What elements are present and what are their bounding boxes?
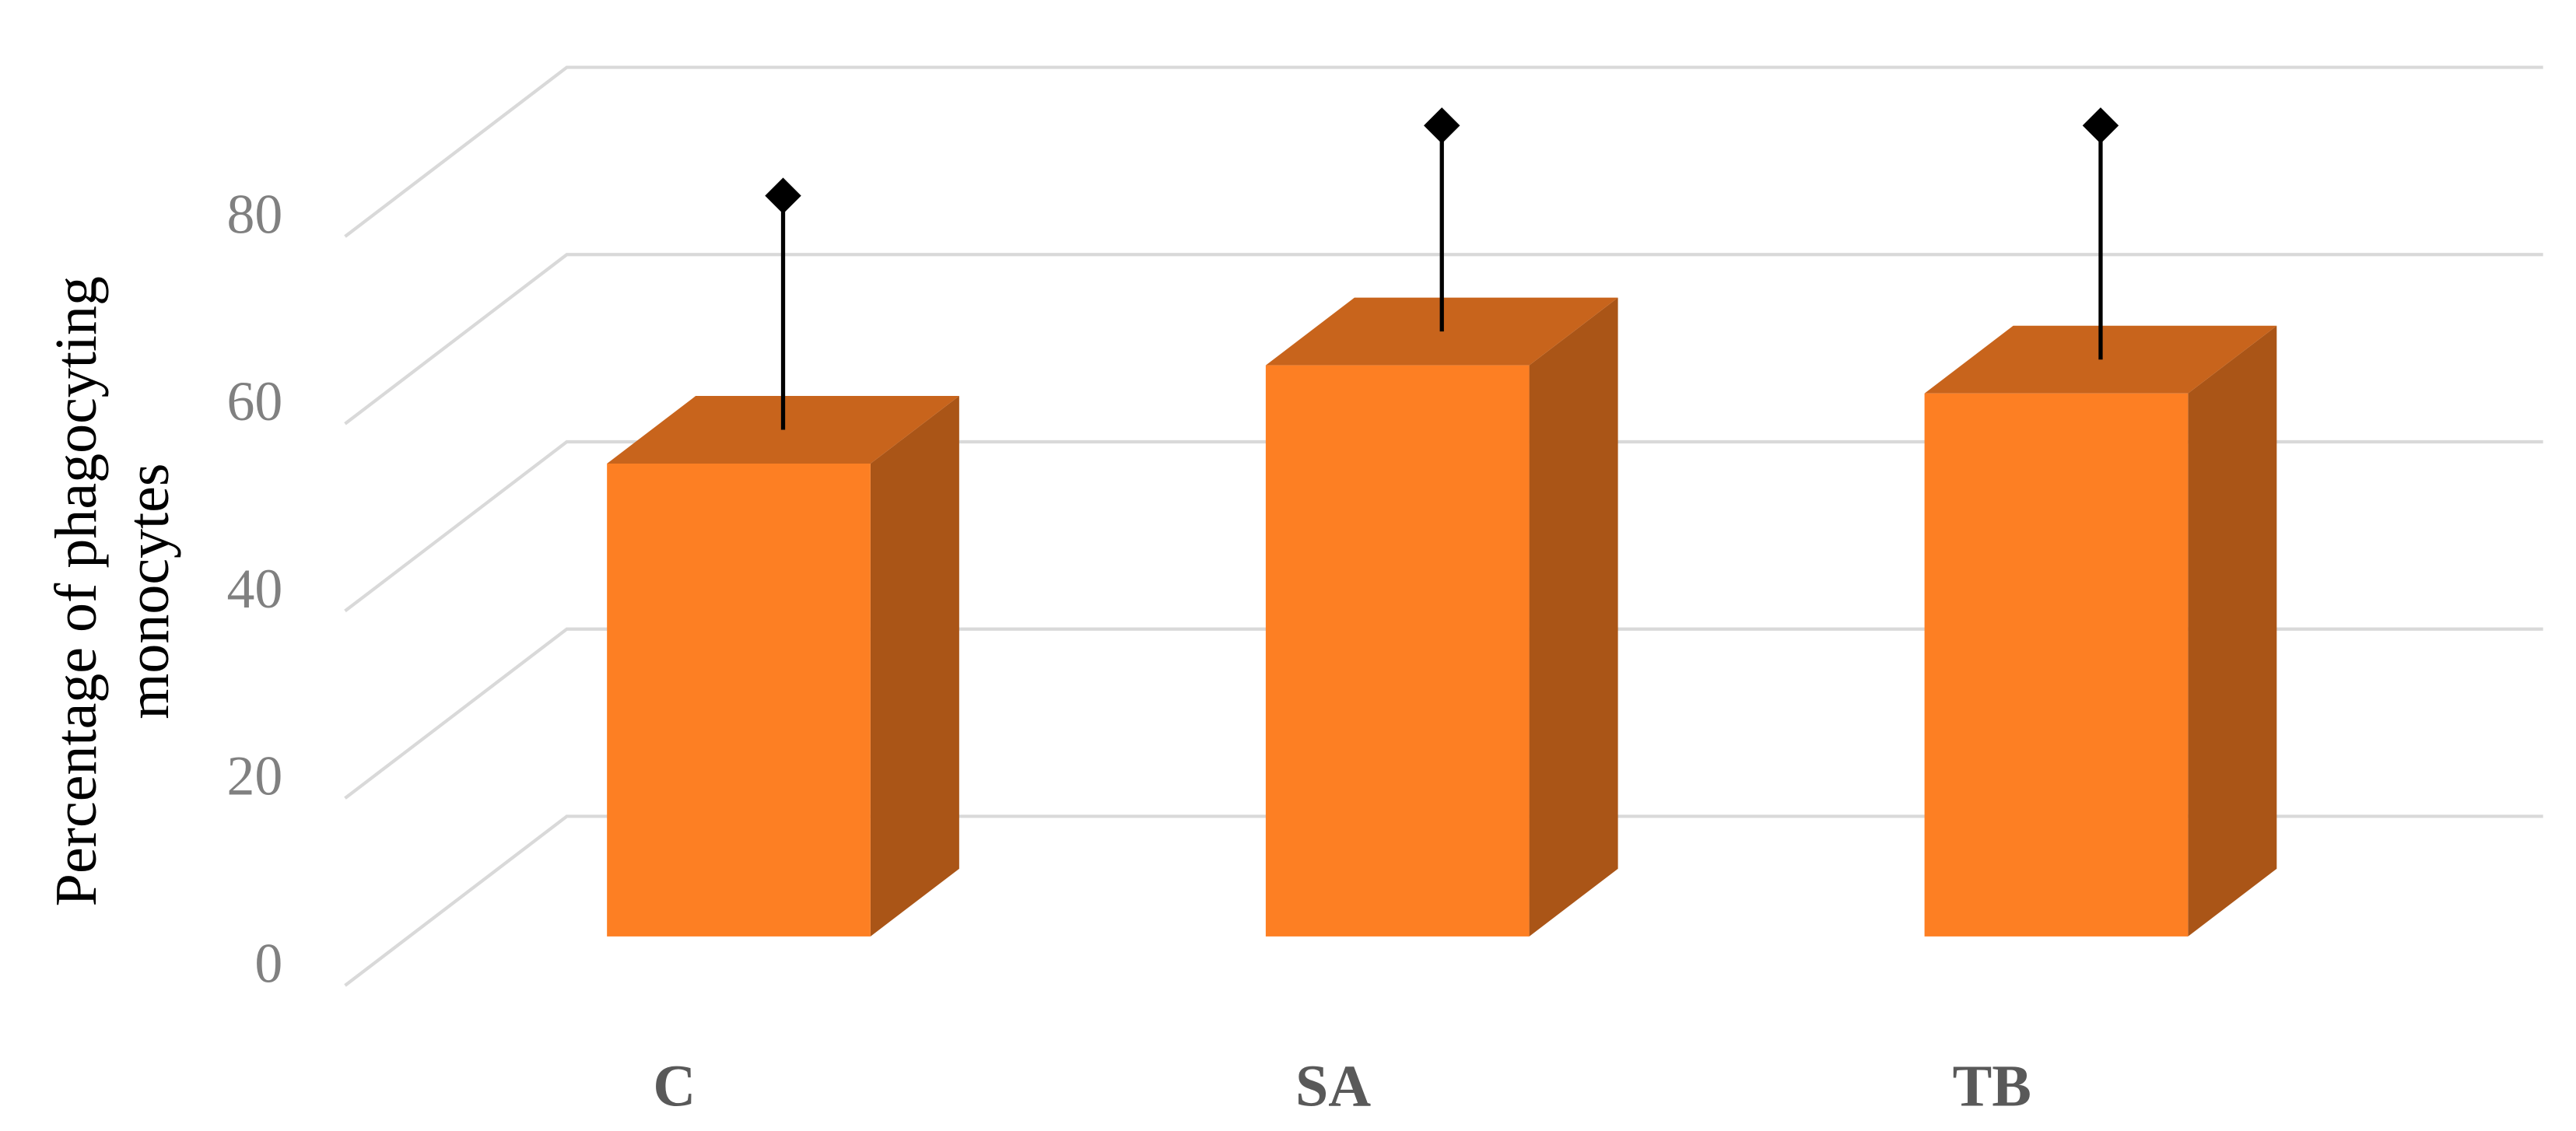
y-axis-label-line: monocytes — [116, 464, 181, 720]
y-tick-label: 0 — [254, 932, 282, 994]
grid-line — [344, 439, 2543, 613]
y-tick-label: 20 — [226, 745, 282, 807]
y-axis-label-line: Percentage of phagocyting — [44, 276, 109, 906]
bar — [1924, 393, 2189, 937]
grid-line — [344, 814, 2543, 987]
bar-side — [2188, 325, 2277, 937]
bar-side — [1529, 297, 1618, 937]
x-tick-label: SA — [1295, 1054, 1371, 1119]
y-axis-label: Percentage of phagocyting monocytes — [44, 276, 181, 906]
y-tick-label: 80 — [226, 183, 282, 245]
error-cap — [765, 177, 801, 214]
grid-line — [344, 65, 2543, 238]
x-tick-label: TB — [1953, 1054, 2031, 1119]
error-cap — [1424, 107, 1460, 144]
y-tick-label: 40 — [226, 558, 282, 620]
y-tick-label: 60 — [226, 370, 282, 432]
error-cap — [2082, 107, 2119, 144]
grid-line — [344, 253, 2543, 425]
grid-line — [344, 627, 2543, 800]
bar-side — [870, 396, 959, 937]
bar — [1265, 365, 1530, 937]
bar — [607, 464, 871, 937]
x-tick-label: C — [653, 1054, 696, 1119]
